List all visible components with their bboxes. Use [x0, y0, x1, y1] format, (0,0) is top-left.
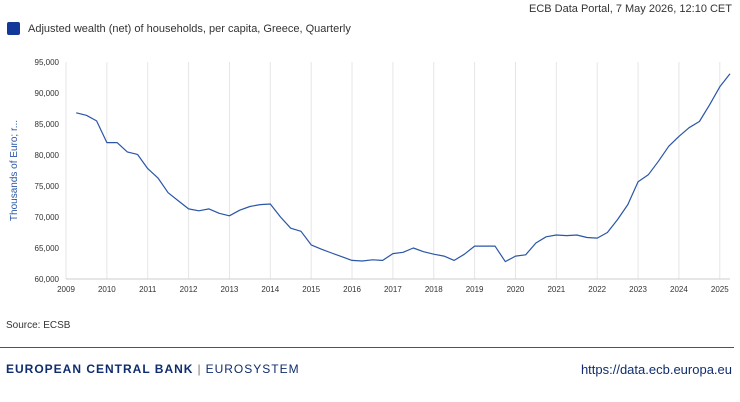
portal-url-link[interactable]: https://data.ecb.europa.eu	[580, 362, 732, 377]
y-tick-label: 85,000	[35, 120, 60, 129]
brand-separator: |	[197, 362, 202, 376]
x-tick-label: 2024	[670, 285, 688, 294]
x-tick-label: 2009	[57, 285, 75, 294]
y-tick-label: 90,000	[35, 89, 60, 98]
x-tick-label: 2023	[629, 285, 647, 294]
chart-legend[interactable]: Adjusted wealth (net) of households, per…	[7, 22, 351, 35]
legend-label: Adjusted wealth (net) of households, per…	[28, 22, 351, 35]
series-line	[76, 73, 731, 263]
x-tick-label: 2022	[588, 285, 606, 294]
portal-timestamp: ECB Data Portal, 7 May 2026, 12:10 CET	[529, 3, 732, 15]
x-tick-label: 2019	[466, 285, 484, 294]
y-tick-label: 60,000	[35, 275, 60, 284]
x-tick-label: 2014	[261, 285, 279, 294]
legend-swatch	[7, 22, 20, 35]
eurosystem-label: EUROSYSTEM	[205, 362, 300, 376]
x-tick-label: 2013	[221, 285, 239, 294]
line-chart: 2009 2010 2011 2012 2013 2014 2015 2016 2017 2018…	[9, 58, 731, 294]
y-tick-label: 65,000	[35, 244, 60, 253]
y-axis-label: Thousands of Euro; r...	[9, 120, 20, 221]
x-tick-label: 2017	[384, 285, 402, 294]
brand-name: EUROPEAN CENTRAL BANK	[6, 362, 194, 376]
x-tick-label: 2018	[425, 285, 443, 294]
x-tick-label: 2015	[302, 285, 320, 294]
x-tick-label: 2025	[711, 285, 729, 294]
footer-divider	[0, 347, 734, 348]
y-tick-label: 75,000	[35, 182, 60, 191]
x-tick-label: 2012	[180, 285, 198, 294]
y-tick-label: 80,000	[35, 151, 60, 160]
x-tick-label: 2020	[507, 285, 525, 294]
x-tick-label: 2021	[547, 285, 565, 294]
y-tick-label: 95,000	[35, 58, 60, 67]
x-tick-label: 2010	[98, 285, 116, 294]
x-tick-label: 2011	[139, 285, 157, 294]
source-note: Source: ECSB	[6, 320, 71, 331]
y-tick-label: 70,000	[35, 213, 60, 222]
ecb-logo-text: EUROPEAN CENTRAL BANK | EUROSYSTEM	[6, 362, 300, 376]
x-tick-label: 2016	[343, 285, 361, 294]
